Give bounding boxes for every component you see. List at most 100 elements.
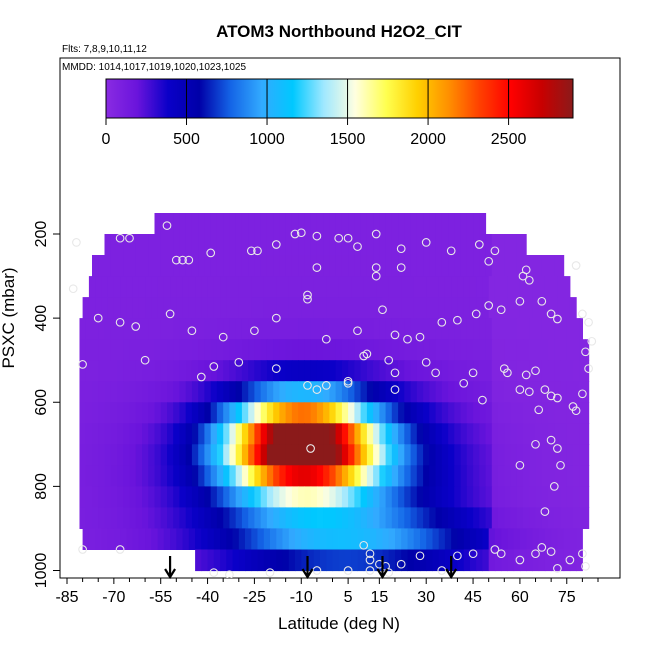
field-cell: [191, 423, 199, 445]
field-cell: [167, 486, 174, 508]
field-cell: [451, 549, 458, 572]
x-tick-label: 45: [464, 589, 482, 606]
field-cell: [473, 402, 480, 424]
field-cell: [573, 360, 580, 382]
field-cell: [529, 360, 537, 382]
field-cell: [354, 423, 362, 445]
field-cell: [482, 528, 490, 550]
field-cell: [460, 360, 468, 382]
field-cell: [560, 402, 568, 424]
field-cell: [229, 507, 237, 529]
field-cell: [148, 465, 155, 487]
field-cell: [510, 318, 518, 340]
observation-marker: [303, 290, 312, 300]
field-cell: [273, 339, 280, 361]
field-cell: [541, 360, 549, 382]
field-cell: [295, 528, 302, 550]
field-cell: [142, 507, 149, 529]
observation-marker: [178, 255, 187, 265]
field-cell: [216, 234, 224, 256]
field-cell: [254, 444, 262, 466]
field-cell: [263, 276, 271, 298]
field-cell: [167, 381, 174, 403]
field-cell: [229, 339, 237, 361]
field-cell: [185, 381, 193, 403]
field-cell: [154, 318, 162, 340]
field-cell: [279, 360, 287, 382]
field-cell: [398, 213, 405, 235]
field-cell: [460, 507, 468, 529]
field-cell: [241, 423, 249, 445]
field-cell: [348, 318, 355, 340]
y-tick-label: 1000: [33, 553, 50, 589]
observation-marker: [421, 357, 431, 367]
field-cell: [88, 297, 96, 319]
field-cell: [535, 444, 543, 466]
field-cell: [457, 549, 465, 572]
field-cell: [466, 213, 474, 235]
field-cell: [391, 486, 399, 508]
field-cell: [382, 276, 390, 298]
field-cell: [179, 339, 187, 361]
field-cell: [529, 423, 537, 445]
field-cell: [498, 465, 505, 487]
field-cell: [335, 318, 343, 340]
field-cell: [313, 276, 321, 298]
field-cell: [426, 528, 433, 550]
field-cell: [229, 423, 237, 445]
field-cell: [266, 234, 274, 256]
field-cell: [379, 423, 387, 445]
field-cell: [348, 465, 355, 487]
field-cell: [123, 423, 130, 445]
field-cell: [573, 423, 580, 445]
field-cell: [385, 255, 393, 277]
field-cell: [485, 255, 493, 277]
observation-marker: [115, 233, 125, 243]
field-cell: [416, 486, 424, 508]
field-cell: [491, 255, 499, 277]
field-cell: [123, 444, 130, 466]
y-tick-label: 800: [33, 473, 50, 500]
field-cell: [357, 276, 365, 298]
field-cell: [563, 549, 571, 572]
field-cell: [129, 234, 137, 256]
field-cell: [441, 507, 449, 529]
field-cell: [341, 234, 349, 256]
field-cell: [117, 318, 124, 340]
field-cell: [204, 213, 212, 235]
field-cell: [341, 213, 349, 235]
field-cell: [363, 276, 371, 298]
field-cell: [313, 549, 321, 572]
field-cell: [373, 465, 380, 487]
field-cell: [176, 528, 184, 550]
field-cell: [554, 402, 562, 424]
field-cell: [310, 360, 318, 382]
field-cell: [504, 318, 512, 340]
field-cell: [516, 402, 524, 424]
field-cell: [360, 423, 368, 445]
field-cell: [441, 423, 449, 445]
field-cell: [260, 318, 268, 340]
field-cell: [151, 276, 159, 298]
field-cell: [185, 444, 193, 466]
observation-marker: [396, 244, 406, 254]
field-cell: [113, 297, 121, 319]
field-cell: [585, 339, 590, 361]
field-cell: [391, 423, 399, 445]
field-cell: [454, 360, 462, 382]
field-cell: [404, 423, 412, 445]
field-cell: [260, 255, 268, 277]
field-cell: [329, 423, 337, 445]
field-cell: [404, 255, 412, 277]
field-cell: [513, 276, 521, 298]
field-cell: [523, 318, 530, 340]
field-cell: [473, 444, 480, 466]
field-cell: [357, 297, 365, 319]
field-cell: [291, 318, 299, 340]
field-cell: [123, 360, 130, 382]
field-cell: [266, 318, 274, 340]
field-cell: [104, 339, 112, 361]
field-cell: [248, 360, 255, 382]
field-cell: [288, 549, 296, 572]
field-cell: [466, 255, 474, 277]
